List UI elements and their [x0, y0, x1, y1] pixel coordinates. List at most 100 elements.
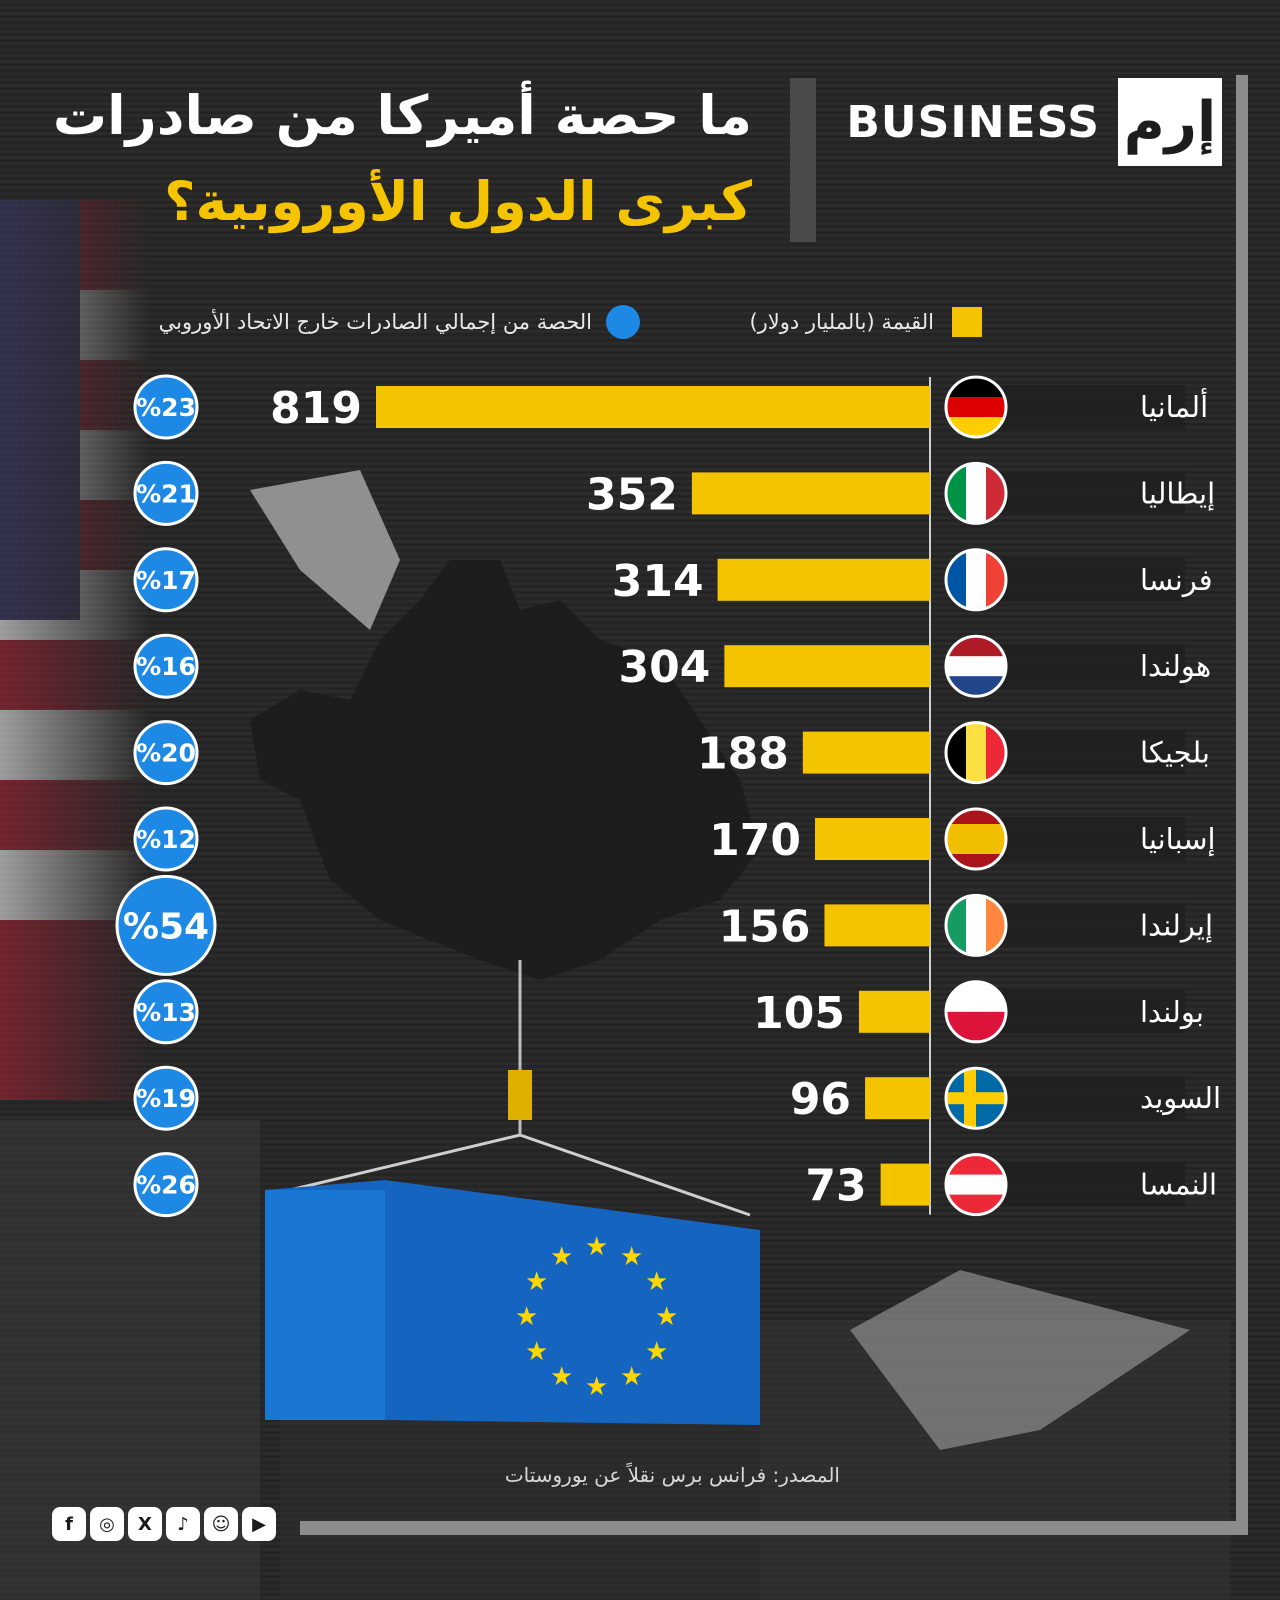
frame-bottom-edge — [300, 1521, 1248, 1535]
legend-item-value: القيمة (بالمليار دولار) — [749, 302, 982, 342]
bar-value-label: 73 — [805, 1161, 866, 1212]
share-label: %17 — [136, 566, 196, 595]
svg-text:★: ★ — [525, 1337, 548, 1367]
bar — [717, 558, 930, 601]
bar — [858, 990, 930, 1033]
share-circle — [133, 806, 199, 872]
bar-value-label: 96 — [790, 1074, 851, 1125]
brand-word: BUSINESS — [846, 96, 1100, 148]
share-label: %12 — [136, 825, 196, 854]
share-circle — [133, 460, 199, 526]
eu-container-illustration: ★ ★★ ★★★ ★★★ ★★★ — [265, 960, 760, 1425]
bar — [815, 818, 930, 860]
country-label: فرنسا — [1140, 563, 1213, 597]
svg-text:★: ★ — [620, 1362, 643, 1392]
svg-text:★: ★ — [585, 1232, 608, 1262]
bar-value-label: 352 — [586, 469, 678, 520]
youtube-icon[interactable]: ▶ — [242, 1507, 276, 1541]
svg-text:★: ★ — [525, 1267, 548, 1297]
brand-logo: BUSINESS إرم — [846, 78, 1222, 166]
facebook-icon[interactable]: f — [52, 1507, 86, 1541]
share-label: %16 — [136, 652, 196, 681]
x-icon[interactable]: X — [128, 1507, 162, 1541]
tiktok-icon[interactable]: ♪ — [166, 1507, 200, 1541]
legend-share-label: الحصة من إجمالي الصادرات خارج الاتحاد ال… — [158, 310, 592, 334]
share-label: %21 — [136, 479, 196, 508]
frame-right-edge — [1236, 75, 1248, 1535]
country-label: إيرلندا — [1140, 908, 1213, 943]
bar — [865, 1077, 930, 1120]
flag-ring — [944, 980, 1008, 1044]
title-divider — [790, 78, 816, 242]
row-label-band — [1000, 1162, 1185, 1207]
row-label-band — [1000, 903, 1185, 948]
bar — [824, 904, 930, 947]
container-stack-decoration — [0, 1120, 1230, 1600]
snapchat-icon[interactable]: ☺ — [204, 1507, 238, 1541]
share-label: %26 — [136, 1171, 196, 1200]
page-title-line1: ما حصة أميركا من صادرات — [52, 84, 752, 147]
share-circle — [133, 979, 199, 1045]
bar-value-label: 304 — [619, 642, 711, 693]
share-label: %23 — [136, 393, 196, 422]
row-label-band — [1000, 989, 1185, 1034]
country-label: النمسا — [1140, 1168, 1217, 1202]
legend-circle-swatch — [606, 305, 640, 339]
bar-value-label: 156 — [719, 901, 811, 952]
row-label-band — [1000, 730, 1185, 775]
us-flag-decoration — [0, 200, 150, 1100]
flag-ring — [944, 1153, 1008, 1217]
bar-value-label: 314 — [612, 556, 704, 607]
share-label: %54 — [123, 906, 209, 947]
instagram-icon[interactable]: ◎ — [90, 1507, 124, 1541]
row-label-band — [1000, 385, 1185, 429]
page-title-line2: كبرى الدول الأوروبية؟ — [164, 170, 752, 233]
sweden-flag — [946, 1068, 1006, 1129]
legend-square-swatch — [952, 307, 982, 337]
bar — [376, 386, 930, 428]
bar-value-label: 188 — [697, 729, 789, 780]
country-label: بولندا — [1140, 995, 1204, 1029]
bar — [724, 645, 930, 688]
share-label: %19 — [136, 1084, 196, 1113]
country-label: بلجيكا — [1140, 736, 1210, 770]
row-label-band — [1000, 1076, 1185, 1121]
share-circle — [115, 874, 217, 976]
svg-text:★: ★ — [645, 1267, 668, 1297]
banknote-decoration — [850, 1270, 1190, 1450]
flag-ring — [944, 1066, 1008, 1130]
flag-ring — [944, 893, 1008, 957]
country-label: إيطاليا — [1140, 476, 1215, 511]
country-label: هولندا — [1140, 649, 1211, 683]
share-circle — [133, 547, 199, 613]
flag-ring — [944, 461, 1008, 525]
share-circle — [133, 1065, 199, 1131]
flag-ring — [944, 807, 1008, 871]
share-label: %13 — [136, 998, 196, 1027]
bar-value-label: 105 — [753, 988, 845, 1039]
country-label: ألمانيا — [1140, 387, 1208, 424]
flag-ring — [944, 548, 1008, 612]
share-circle — [133, 374, 199, 440]
social-icons: f ◎ X ♪ ☺ ▶ — [52, 1507, 276, 1541]
country-label: إسبانيا — [1140, 822, 1216, 857]
svg-text:★: ★ — [645, 1337, 668, 1367]
flag-ring — [944, 634, 1008, 698]
svg-text:★: ★ — [585, 1372, 608, 1402]
row-label-band — [1000, 471, 1185, 516]
bar-value-label: 170 — [709, 815, 801, 866]
spain-flag — [946, 809, 1006, 869]
flag-ring — [944, 375, 1008, 439]
share-circle — [133, 720, 199, 786]
svg-text:★: ★ — [515, 1302, 538, 1332]
share-circle — [133, 1152, 199, 1218]
bar — [880, 1163, 930, 1206]
row-label-band — [1000, 817, 1185, 861]
flag-ring — [944, 721, 1008, 785]
country-label: السويد — [1140, 1081, 1221, 1115]
svg-text:★: ★ — [550, 1362, 573, 1392]
banknote-decoration — [250, 470, 400, 630]
source-note: المصدر: فرانس برس نقلاً عن يوروستات — [504, 1463, 840, 1487]
europe-map-decoration — [250, 560, 760, 980]
